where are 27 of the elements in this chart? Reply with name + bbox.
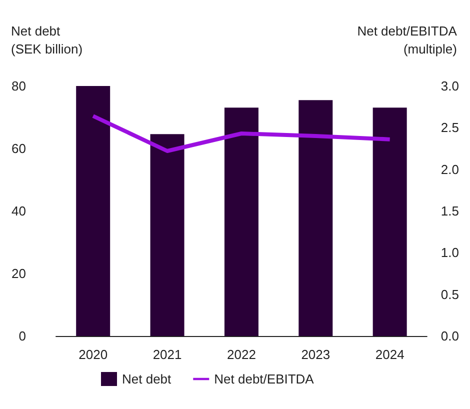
y2-tick-label: 1.5	[440, 204, 460, 218]
y-tick-label: 20	[12, 266, 26, 281]
y2-tick-label: 1.0	[440, 245, 460, 260]
y2-tick-label: 2.0	[440, 162, 460, 177]
y-tick-label: 0	[18, 328, 26, 344]
bar	[224, 108, 258, 336]
x-tick-label: 2020	[78, 347, 108, 362]
y2-tick-label: 0.0	[440, 328, 460, 344]
bar	[150, 134, 184, 336]
line-series	[91, 114, 392, 153]
x-tick-label: 2024	[375, 347, 404, 362]
y2-axis-title: Net debt/EBITDA (multiple)	[357, 24, 458, 56]
x-tick-label: 2022	[227, 347, 256, 362]
x-tick-label: 2023	[301, 347, 330, 362]
legend-label: Net debt/EBITDA	[214, 372, 314, 386]
legend-label: Net debt	[122, 372, 172, 386]
bar	[372, 108, 407, 336]
y2-tick-label: 2.5	[440, 120, 460, 136]
bar	[76, 86, 110, 336]
y-tick-label: 80	[12, 78, 26, 94]
y2-tick-label: 0.5	[440, 286, 460, 302]
y-axis-title: Net debt (SEK billion)	[11, 24, 83, 56]
x-tick-label: 2021	[152, 347, 182, 362]
y-tick-label: 40	[12, 204, 26, 218]
y2-tick-label: 3.0	[440, 78, 460, 94]
bar	[298, 100, 333, 336]
y-tick-label: 60	[12, 141, 26, 156]
